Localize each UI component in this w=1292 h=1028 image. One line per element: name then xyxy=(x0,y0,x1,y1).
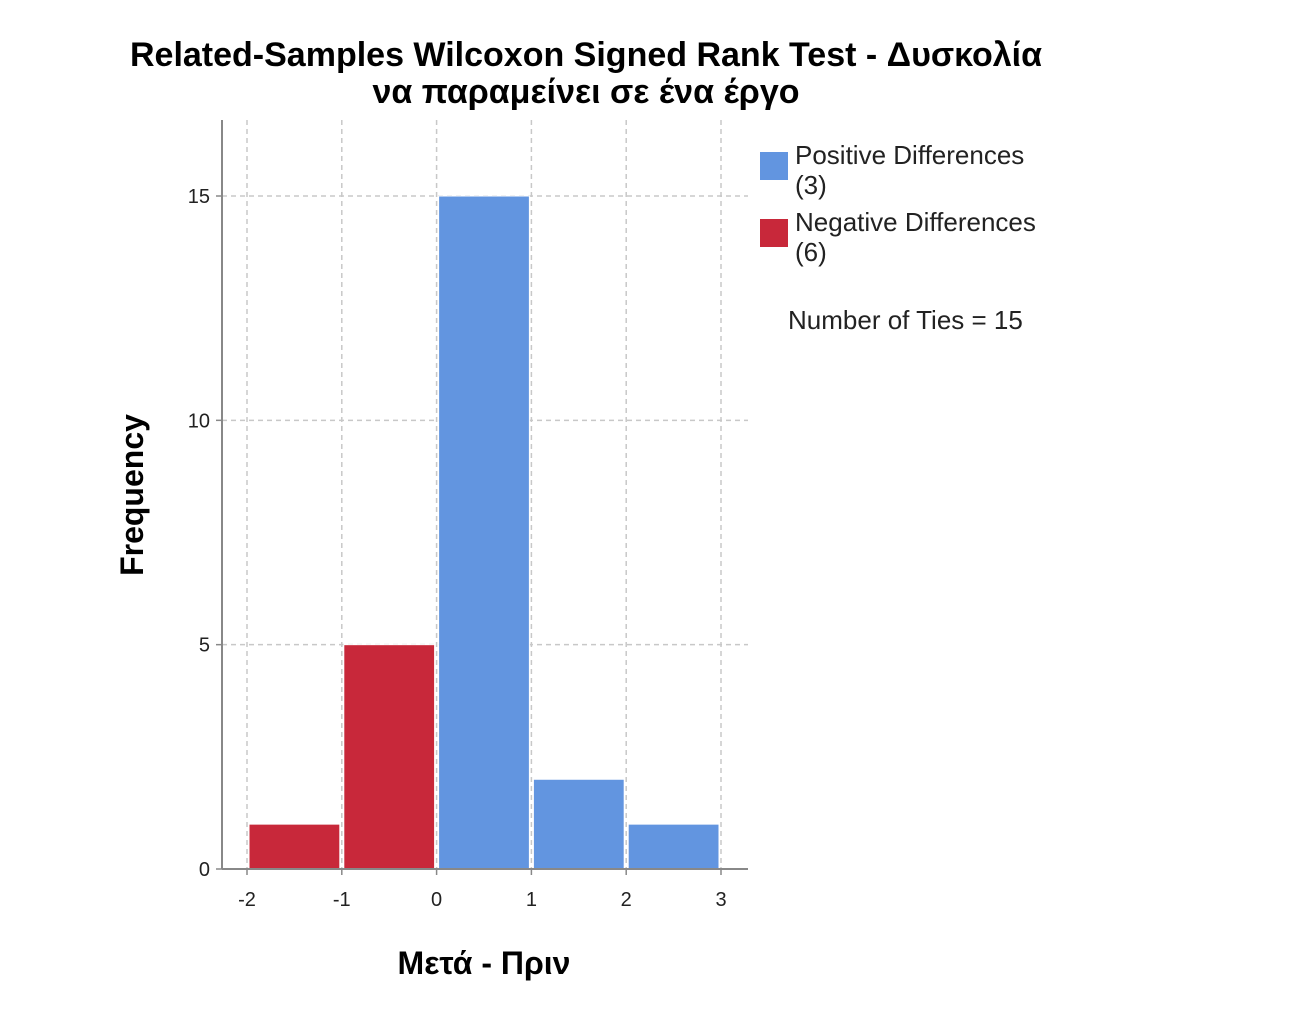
x-tick-label: 3 xyxy=(715,889,726,911)
y-axis-label: Frequency xyxy=(114,414,150,576)
legend-swatch-negative xyxy=(760,219,788,247)
x-tick-label: 1 xyxy=(526,889,537,911)
bar-negative-1 xyxy=(343,644,436,870)
ties-annotation: Number of Ties = 15 xyxy=(788,305,1023,335)
bar-positive-0 xyxy=(438,195,530,870)
legend: Positive Differences (3) Negative Differ… xyxy=(760,140,1036,335)
y-tick-label: 5 xyxy=(199,635,210,657)
legend-label-positive: Positive Differences xyxy=(795,140,1024,170)
bars xyxy=(248,195,720,870)
tick-labels: -2 -1 0 1 2 3 0 5 10 15 xyxy=(188,186,727,911)
x-tick-label: 0 xyxy=(431,889,442,911)
y-tick-label: 0 xyxy=(199,859,210,881)
legend-count-negative: (6) xyxy=(795,237,827,267)
bar-positive-1 xyxy=(532,778,625,870)
bar-negative-0 xyxy=(248,823,341,870)
chart-title-line-1: Related-Samples Wilcoxon Signed Rank Tes… xyxy=(130,36,1042,74)
x-tick-label: -1 xyxy=(333,889,351,911)
legend-label-negative: Negative Differences xyxy=(795,207,1036,237)
y-tick-label: 15 xyxy=(188,186,210,208)
legend-count-positive: (3) xyxy=(795,170,827,200)
x-tick-label: -2 xyxy=(238,889,256,911)
axes xyxy=(221,120,748,870)
bar-positive-2 xyxy=(627,823,720,870)
x-axis-label: Μετά - Πριν xyxy=(398,945,571,981)
legend-swatch-positive xyxy=(760,152,788,180)
x-tick-label: 2 xyxy=(621,889,632,911)
y-tick-label: 10 xyxy=(188,410,210,432)
chart-title-line-2: να παραμείνει σε ένα έργο xyxy=(373,73,800,111)
